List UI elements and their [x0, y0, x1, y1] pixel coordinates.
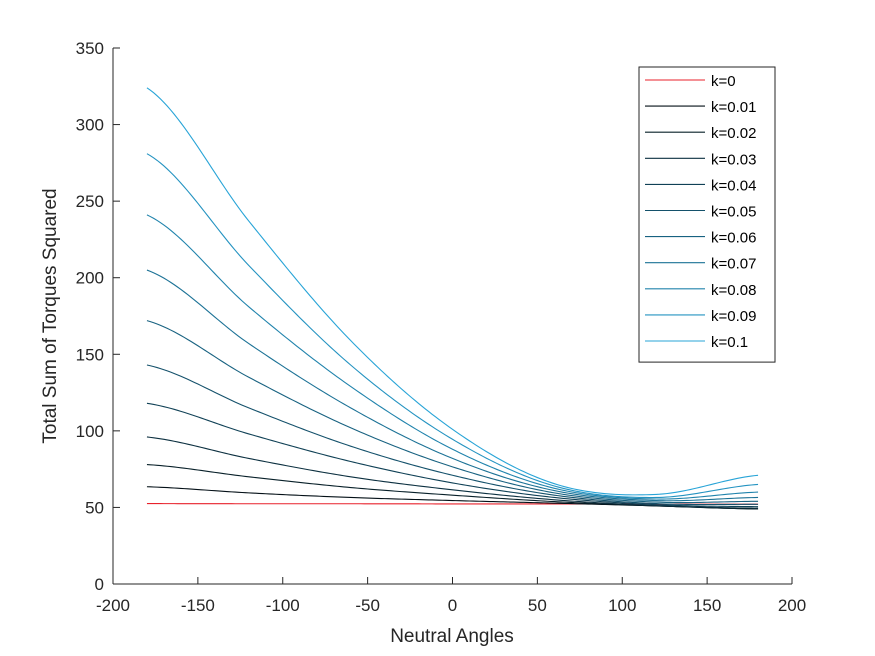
plot-lines [146, 87, 759, 510]
legend-label: k=0.08 [711, 282, 756, 299]
y-axis-title: Total Sum of Torques Squared [40, 188, 61, 443]
y-tick-label: 150 [76, 345, 104, 364]
series-line-9 [146, 153, 759, 499]
series-line-6 [146, 320, 759, 504]
legend: k=0 k=0.01 k=0.02 k=0.03 k=0.04 k=0.05 k=0.06 k… [638, 66, 776, 363]
series-line-5 [146, 364, 759, 506]
series-line-3 [146, 436, 759, 509]
y-tick-label: 200 [76, 269, 104, 288]
y-tick-label: 0 [95, 575, 104, 594]
x-tick-label: -200 [96, 596, 130, 615]
legend-label: k=0.01 [711, 99, 756, 116]
legend-label: k=0.09 [711, 308, 756, 325]
series-line-8 [146, 214, 759, 500]
legend-label: k=0.02 [711, 125, 756, 142]
y-tick-label: 100 [76, 422, 104, 441]
legend-box [638, 66, 776, 363]
y-tick-label: 50 [85, 498, 104, 517]
series-line-10 [146, 87, 759, 496]
y-tick-label: 250 [76, 192, 104, 211]
legend-label: k=0.1 [711, 334, 748, 351]
x-axis-title: Neutral Angles [390, 626, 514, 647]
x-tick-label: 50 [528, 596, 547, 615]
legend-label: k=0.05 [711, 204, 756, 221]
x-tick-label: 0 [448, 596, 457, 615]
x-tick-label: 150 [693, 596, 721, 615]
legend-label: k=0.07 [711, 256, 756, 273]
x-tick-label: 100 [608, 596, 636, 615]
x-tick-label: 200 [778, 596, 806, 615]
x-tick-label: -150 [181, 596, 215, 615]
series-line-7 [146, 269, 759, 502]
legend-label: k=0.04 [711, 177, 756, 194]
x-tick-label: -100 [266, 596, 300, 615]
legend-label: k=0.06 [711, 230, 756, 247]
series-line-4 [146, 402, 759, 508]
legend-label: k=0.03 [711, 151, 756, 168]
y-tick-label: 300 [76, 116, 104, 135]
axes: -200 -150 -100 -50 0 50 100 150 200 0 50 100 150 200 2… [76, 39, 807, 615]
x-tick-label: -50 [355, 596, 380, 615]
legend-label: k=0 [711, 73, 736, 90]
y-tick-label: 350 [76, 39, 104, 58]
